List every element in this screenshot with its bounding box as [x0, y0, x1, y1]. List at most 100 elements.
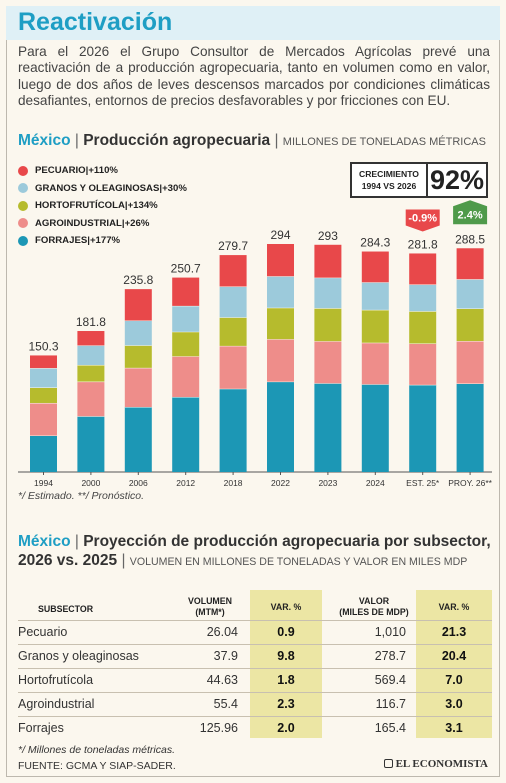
legend-label: HORTOFRUTÍCOLA	[35, 200, 125, 212]
bar-segment-hortofrutícola	[30, 387, 57, 403]
legend-item: AGROINDUSTRIAL | +26%	[18, 215, 187, 233]
bar-total-label: 281.8	[408, 237, 438, 251]
table-row: Hortofrutícola 44.63 1.8 569.4 7.0	[18, 668, 492, 692]
legend-label: GRANOS Y OLEAGINOSAS	[35, 182, 160, 194]
change-badge-shape	[453, 200, 488, 225]
legend-label: FORRAJES	[35, 235, 88, 247]
bar-segment-pecuario	[361, 251, 389, 283]
cell-value: 116.7	[375, 697, 406, 711]
x-tick-label: 2018	[224, 478, 243, 488]
chart-legend: PECUARIO | +110% GRANOS Y OLEAGINOSAS | +…	[18, 162, 187, 250]
cell-var-volume: 2.0	[277, 721, 295, 735]
bar-segment-pecuario	[314, 244, 342, 278]
cell-subsector: Pecuario	[18, 625, 68, 639]
bar-segment-hortofrutícola	[267, 307, 294, 340]
cell-var-volume: 9.8	[277, 649, 295, 663]
growth-value: 92%	[429, 164, 485, 195]
bar-segment-agroindustrial	[219, 345, 247, 389]
change-badge-text: 2.4%	[458, 209, 483, 221]
legend-separator: |	[87, 235, 90, 247]
change-badge-text: -0.9%	[408, 212, 437, 224]
bar-segment-pecuario	[456, 248, 484, 280]
growth-label-line1: CRECIMIENTO	[358, 169, 419, 179]
cell-var-value: 7.0	[445, 673, 463, 687]
bar-segment-agroindustrial	[30, 402, 57, 436]
bar-segment-granos-y-oleaginosas	[409, 284, 437, 312]
bar-segment-hortofrutícola	[314, 308, 342, 342]
cell-var-value: 21.3	[441, 625, 467, 639]
legend-separator: |	[121, 217, 125, 229]
bar-segment-granos-y-oleaginosas	[172, 305, 200, 332]
legend-swatch	[18, 235, 28, 246]
bar-segment-granos-y-oleaginosas	[361, 282, 389, 310]
legend-label: AGROINDUSTRIAL	[35, 217, 122, 229]
bar-total-label: 284.3	[360, 236, 390, 250]
bar-segment-granos-y-oleaginosas	[30, 368, 57, 388]
chart-section-country: México	[18, 132, 71, 149]
x-tick-label: 2000	[81, 478, 100, 488]
bar-segment-granos-y-oleaginosas	[456, 279, 484, 309]
bar-segment-forrajes	[124, 407, 152, 472]
brand-mark-icon	[383, 759, 393, 768]
cell-volume: 26.04	[206, 625, 238, 639]
bar-segment-pecuario	[267, 244, 294, 277]
heading-divider: |	[74, 533, 84, 550]
bar-segment-forrajes	[314, 383, 342, 472]
bar-segment-agroindustrial	[314, 341, 342, 384]
header-subsector: SUBSECTOR	[38, 604, 94, 614]
bar-total-label: 293	[318, 229, 338, 243]
cell-value: 278.7	[374, 649, 406, 663]
bar-segment-agroindustrial	[456, 341, 484, 384]
table-section-heading: México | Proyección de producción agrope…	[18, 532, 492, 572]
x-tick-label: 1994	[34, 478, 53, 488]
bar-segment-forrajes	[456, 383, 484, 472]
cell-var-volume: 2.3	[277, 697, 295, 711]
title-band	[6, 6, 500, 40]
chart-section-unit: MILLONES DE TONELADAS MÉTRICAS	[282, 136, 486, 148]
bar-segment-hortofrutícola	[124, 345, 152, 368]
heading-divider: |	[74, 132, 84, 149]
table-section-country: México	[18, 533, 71, 550]
legend-separator: |	[85, 165, 89, 177]
bar-segment-hortofrutícola	[172, 331, 200, 357]
brand-logo: EL ECONOMISTA	[383, 758, 488, 770]
cell-var-value: 3.1	[445, 721, 463, 735]
bar-segment-hortofrutícola	[361, 309, 389, 343]
legend-change: +110%	[88, 165, 118, 177]
table-row: Forrajes 125.96 2.0 165.4 3.1	[18, 716, 492, 740]
var-volume-column-bg	[250, 590, 322, 738]
page-title: Reactivación	[18, 8, 173, 36]
growth-label: CRECIMIENTO 1994 VS 2026	[352, 164, 428, 196]
legend-change: +134%	[127, 200, 158, 212]
header-var-value: VAR. %	[438, 602, 470, 612]
table-section-title: Proyección de producción agropecuaria po…	[18, 533, 491, 569]
bar-segment-forrajes	[77, 416, 105, 472]
bar-total-label: 288.5	[455, 232, 485, 246]
cell-subsector: Forrajes	[18, 721, 64, 735]
change-badge-shape	[405, 209, 440, 232]
bar-total-label: 279.7	[218, 239, 248, 253]
heading-divider: |	[274, 132, 283, 149]
legend-swatch	[18, 218, 28, 229]
x-tick-label: 2012	[176, 478, 195, 488]
bar-segment-hortofrutícola	[409, 311, 437, 344]
bar-segment-granos-y-oleaginosas	[124, 320, 152, 346]
bar-segment-forrajes	[172, 397, 200, 472]
cell-volume: 125.96	[199, 721, 238, 735]
bar-segment-forrajes	[361, 384, 389, 472]
bar-segment-hortofrutícola	[219, 317, 247, 346]
bar-segment-granos-y-oleaginosas	[219, 286, 247, 318]
change-badge: 2.4%	[453, 200, 488, 225]
cell-volume: 55.4	[213, 697, 238, 711]
cell-subsector: Granos y oleaginosas	[18, 649, 139, 663]
x-tick-label: PROY. 26**	[448, 478, 492, 488]
legend-separator: |	[124, 200, 128, 212]
bar-segment-agroindustrial	[172, 356, 200, 398]
legend-item: HORTOFRUTÍCOLA | +134%	[18, 197, 187, 215]
intro-paragraph: Para el 2026 el Grupo Consultor de Merca…	[18, 44, 490, 109]
bar-segment-pecuario	[77, 331, 105, 346]
bar-segment-pecuario	[172, 277, 200, 306]
var-value-column-bg	[416, 590, 492, 738]
header-value-label: VALOR	[358, 596, 390, 606]
bar-total-label: 181.8	[76, 315, 106, 329]
